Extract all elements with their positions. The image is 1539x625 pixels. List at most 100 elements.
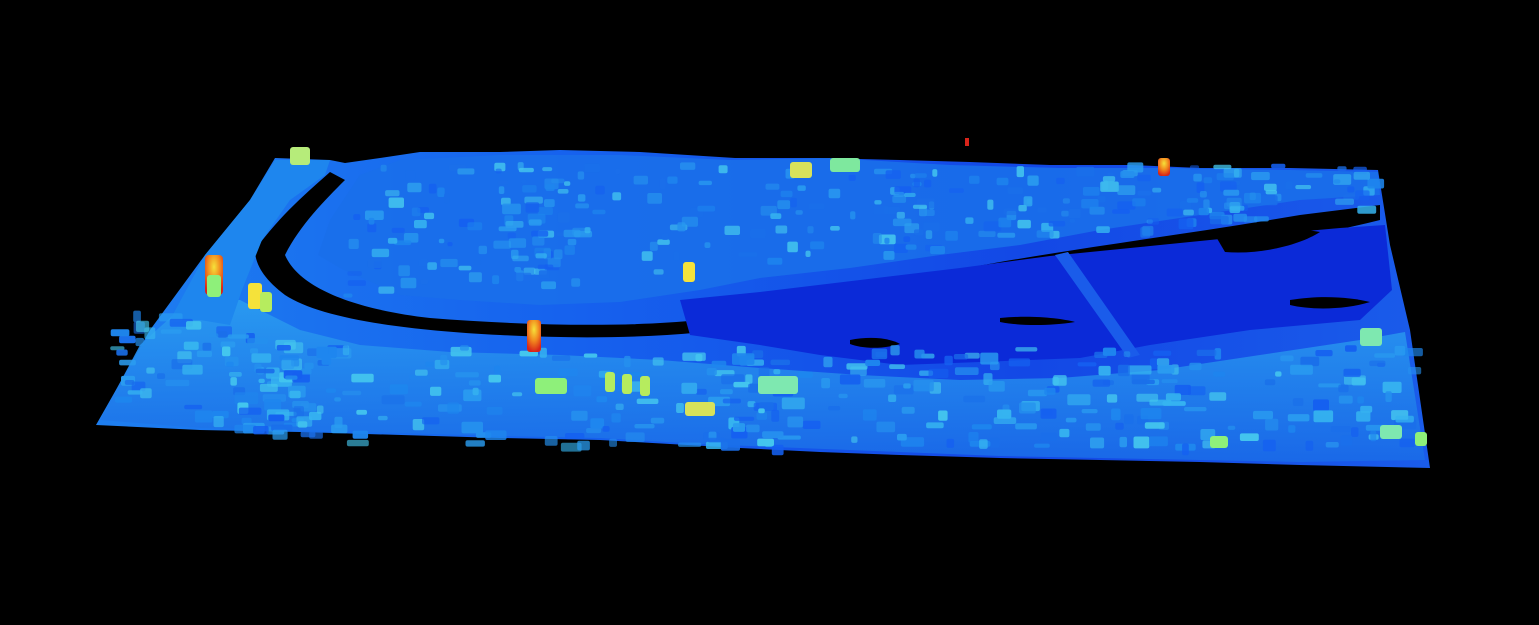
building-block bbox=[467, 222, 483, 231]
building-block bbox=[495, 168, 502, 174]
building-block bbox=[732, 423, 746, 432]
building-block bbox=[871, 348, 888, 360]
building-block bbox=[1149, 358, 1158, 370]
building-block bbox=[1147, 218, 1159, 225]
building-block bbox=[874, 200, 882, 205]
building-block bbox=[938, 410, 948, 421]
building-block bbox=[758, 367, 770, 377]
building-block bbox=[1137, 190, 1152, 196]
building-block bbox=[241, 417, 252, 425]
building-block bbox=[988, 381, 1005, 392]
building-block bbox=[371, 248, 390, 258]
building-block bbox=[217, 331, 228, 338]
building-block bbox=[226, 361, 234, 367]
building-block bbox=[378, 286, 395, 294]
building-block bbox=[698, 180, 712, 186]
building-block bbox=[848, 174, 856, 181]
building-block bbox=[780, 190, 793, 198]
tower-13 bbox=[640, 376, 650, 396]
building-block bbox=[388, 197, 404, 208]
tall-towers bbox=[205, 138, 1427, 448]
building-block bbox=[810, 241, 825, 250]
building-block bbox=[924, 179, 932, 188]
building-block bbox=[539, 347, 547, 358]
building-block bbox=[551, 355, 571, 361]
building-block bbox=[876, 421, 896, 433]
building-block bbox=[213, 416, 224, 428]
building-block bbox=[136, 320, 150, 332]
building-block bbox=[1157, 364, 1175, 374]
building-block bbox=[498, 226, 517, 232]
building-block bbox=[563, 229, 581, 238]
building-block bbox=[157, 373, 166, 379]
building-block bbox=[119, 335, 136, 344]
building-block bbox=[650, 417, 665, 424]
building-block bbox=[575, 203, 589, 209]
building-block bbox=[1345, 345, 1357, 352]
building-block bbox=[1338, 395, 1353, 404]
water-shadow-2 bbox=[1000, 316, 1075, 325]
water-shadow-3 bbox=[850, 337, 900, 348]
building-block bbox=[1189, 362, 1202, 371]
building-block bbox=[1203, 177, 1213, 184]
building-block bbox=[518, 167, 534, 173]
building-block bbox=[1395, 415, 1414, 423]
building-block bbox=[980, 352, 999, 365]
building-block bbox=[1351, 427, 1359, 437]
building-block bbox=[485, 430, 507, 440]
building-block bbox=[1016, 166, 1024, 178]
tower-15 bbox=[758, 376, 798, 394]
building-block bbox=[573, 385, 592, 397]
building-block bbox=[997, 232, 1016, 238]
building-block bbox=[624, 355, 631, 368]
building-block bbox=[1271, 163, 1286, 169]
building-block bbox=[1189, 165, 1200, 170]
building-block bbox=[733, 416, 755, 421]
building-block bbox=[615, 403, 624, 410]
building-block bbox=[721, 374, 745, 385]
building-block bbox=[238, 407, 262, 415]
building-block bbox=[182, 364, 203, 375]
building-block bbox=[584, 227, 591, 234]
building-block bbox=[1112, 209, 1130, 214]
building-block bbox=[280, 360, 295, 370]
building-block bbox=[1144, 422, 1165, 429]
building-block bbox=[1355, 190, 1370, 201]
building-block bbox=[146, 367, 155, 374]
building-block bbox=[1251, 172, 1270, 181]
building-block bbox=[444, 193, 450, 204]
building-block bbox=[745, 374, 753, 384]
building-block bbox=[391, 227, 405, 233]
building-block bbox=[681, 216, 698, 227]
building-block bbox=[271, 424, 293, 431]
building-block bbox=[1120, 171, 1135, 178]
building-block bbox=[1065, 417, 1077, 423]
building-block bbox=[602, 426, 610, 432]
building-block bbox=[758, 408, 765, 414]
building-block bbox=[1061, 210, 1069, 217]
building-block bbox=[1203, 199, 1210, 209]
building-block bbox=[381, 395, 405, 405]
building-block bbox=[954, 367, 979, 375]
building-block bbox=[673, 251, 680, 261]
building-block bbox=[394, 240, 412, 246]
building-block bbox=[1325, 442, 1339, 448]
building-block bbox=[1213, 164, 1232, 170]
building-block bbox=[661, 233, 669, 240]
building-block bbox=[872, 233, 882, 244]
building-block bbox=[110, 329, 130, 337]
building-block bbox=[1353, 171, 1370, 180]
building-block bbox=[1081, 409, 1098, 414]
building-block bbox=[492, 275, 500, 285]
building-block bbox=[427, 262, 437, 270]
building-block bbox=[422, 417, 440, 425]
building-block bbox=[342, 390, 362, 396]
building-block bbox=[1220, 181, 1237, 192]
tower-19 bbox=[1380, 425, 1402, 439]
building-block bbox=[802, 420, 821, 429]
building-block bbox=[465, 440, 485, 447]
building-block bbox=[634, 424, 655, 429]
building-block bbox=[389, 384, 408, 395]
building-block bbox=[903, 236, 911, 242]
